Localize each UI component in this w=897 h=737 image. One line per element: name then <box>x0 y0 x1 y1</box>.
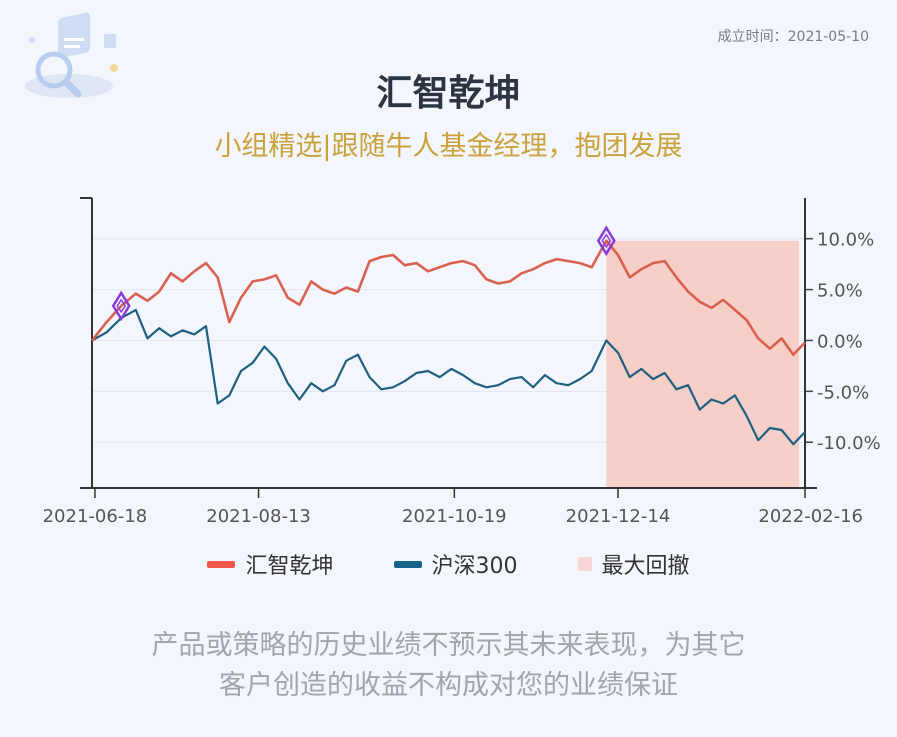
series-line-huizhi <box>90 239 806 357</box>
y-tick-label: 0.0% <box>817 331 863 352</box>
max-drawdown-region <box>606 240 800 488</box>
disclaimer-text: 产品或策略的历史业绩不预示其未来表现，为其它 客户创造的收益不构成对您的业绩保证 <box>60 626 837 706</box>
disclaimer-line-2: 客户创造的收益不构成对您的业绩保证 <box>219 670 678 701</box>
chart-markers <box>111 225 616 322</box>
legend-label-drawdown: 最大回撤 <box>601 554 690 579</box>
y-tick-label: -10.0% <box>817 433 881 454</box>
series-line-hs300 <box>91 308 806 446</box>
legend-item-fund: 汇智乾坤 <box>207 548 334 580</box>
performance-chart: 10.0%5.0%0.0%-5.0%-10.0% 2021-06-18 2021-… <box>43 197 881 527</box>
x-tick-label: 2021-10-19 <box>402 506 507 527</box>
peak-marker-diamond <box>596 225 616 257</box>
page-subtitle: 小组精选|跟随牛人基金经理，抱团发展 <box>214 131 683 162</box>
chart-legend: 汇智乾坤 沪深300 最大回撤 <box>0 548 897 580</box>
legend-swatch-index <box>393 560 422 568</box>
legend-swatch-drawdown <box>577 557 592 571</box>
x-tick-label: 2022-02-16 <box>758 506 863 527</box>
x-tick-label: 2021-06-18 <box>43 506 148 527</box>
x-tick-labels: 2021-06-18 2021-08-13 2021-10-19 2021-12-14… <box>43 506 863 527</box>
magnifier-illustration-icon <box>25 12 118 98</box>
legend-item-index: 沪深300 <box>393 548 518 580</box>
x-tick-label: 2021-08-13 <box>206 506 311 527</box>
x-tick-label: 2021-12-14 <box>566 506 671 527</box>
founded-date: 成立时间：2021-05-10 <box>717 29 869 45</box>
disclaimer-line-1: 产品或策略的历史业绩不预示其未来表现，为其它 <box>151 630 746 661</box>
legend-item-drawdown: 最大回撤 <box>577 548 690 580</box>
y-tick-labels: 10.0% 5.0% 0.0% -5.0% -10.0% <box>817 230 881 455</box>
page-title: 汇智乾坤 <box>376 73 521 114</box>
peak-marker-inner <box>601 233 612 249</box>
legend-label-fund: 汇智乾坤 <box>245 554 334 579</box>
y-tick-label: -5.0% <box>817 382 869 403</box>
y-tick-label: 5.0% <box>817 281 863 302</box>
peak-marker-diamond <box>111 290 131 322</box>
peak-marker-inner <box>116 298 127 314</box>
y-tick-label: 10.0% <box>817 230 874 251</box>
legend-swatch-fund <box>207 560 236 568</box>
legend-label-index: 沪深300 <box>431 554 518 579</box>
